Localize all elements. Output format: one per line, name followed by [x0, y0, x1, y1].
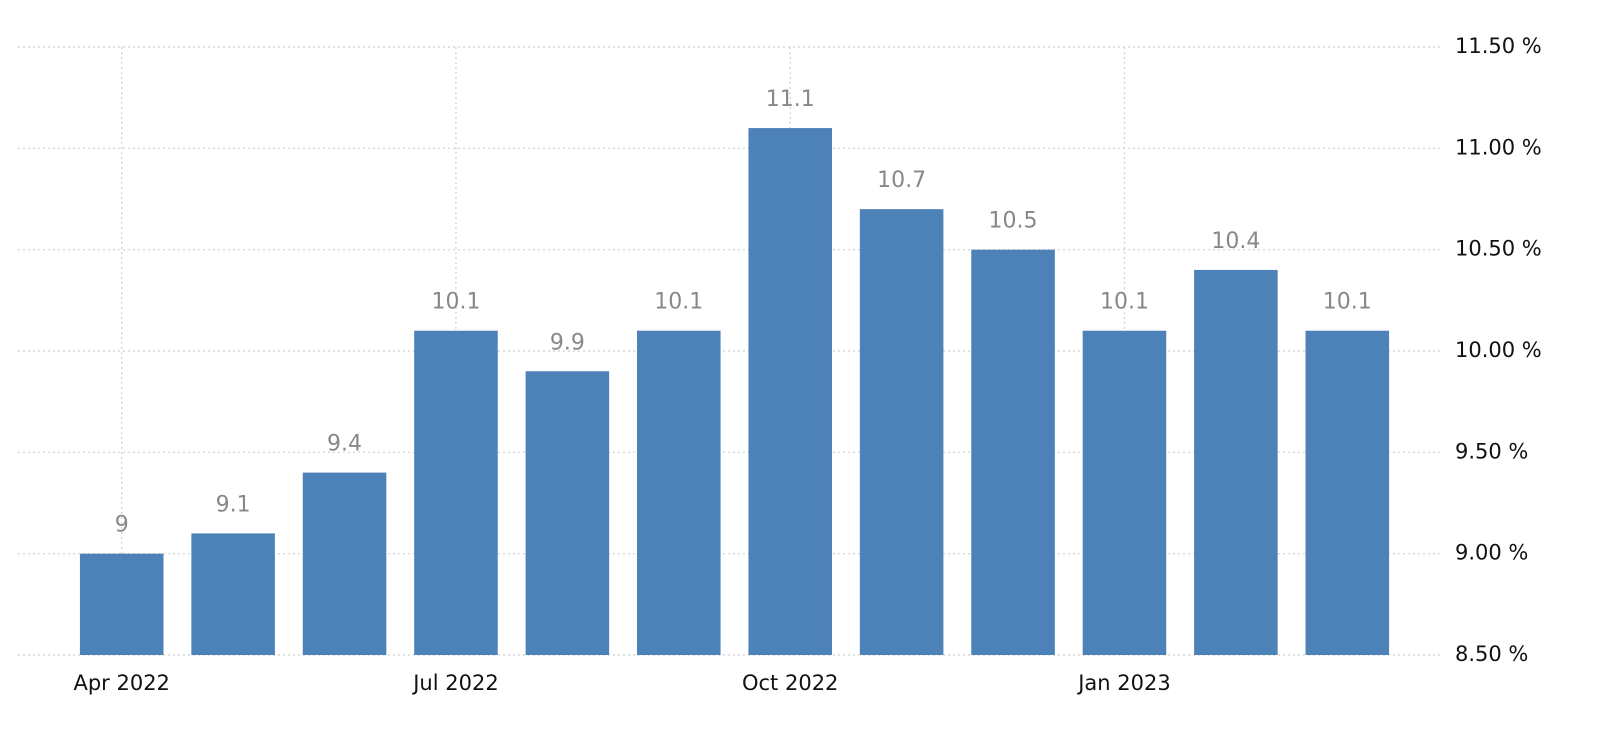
y-tick-label: 8.50 %	[1455, 642, 1528, 666]
bar	[637, 330, 721, 655]
value-label: 10.1	[1100, 290, 1149, 315]
value-label: 9.9	[550, 330, 585, 355]
y-tick-label: 9.50 %	[1455, 439, 1528, 463]
bar	[1305, 330, 1390, 655]
y-tick-label: 9.00 %	[1455, 541, 1528, 565]
y-tick-label: 10.00 %	[1455, 338, 1542, 362]
bar	[525, 371, 610, 655]
bar	[414, 330, 498, 655]
y-tick-label: 11.50 %	[1455, 34, 1542, 58]
value-label: 9.4	[327, 432, 362, 457]
value-label: 10.1	[1323, 290, 1372, 315]
value-label: 10.7	[877, 168, 926, 193]
x-tick-label: Jan 2023	[1076, 671, 1171, 695]
bar	[971, 249, 1055, 655]
value-label: 10.5	[989, 209, 1038, 234]
value-label: 10.4	[1211, 229, 1260, 254]
x-tick-label: Jul 2022	[411, 671, 498, 695]
y-tick-label: 10.50 %	[1455, 237, 1542, 261]
bar	[1194, 269, 1278, 655]
bar	[302, 472, 387, 655]
x-tick-label: Oct 2022	[742, 671, 838, 695]
bar	[748, 128, 832, 656]
value-label: 9	[115, 513, 129, 538]
y-tick-label: 11.00 %	[1455, 135, 1542, 159]
value-label: 10.1	[431, 290, 480, 315]
x-tick-label: Apr 2022	[73, 671, 169, 695]
bar	[1082, 330, 1167, 655]
value-label: 10.1	[654, 290, 703, 315]
bar	[79, 553, 164, 655]
bar	[859, 209, 944, 655]
bar	[191, 533, 275, 655]
value-label: 9.1	[216, 492, 251, 517]
value-label: 11.1	[766, 87, 815, 112]
